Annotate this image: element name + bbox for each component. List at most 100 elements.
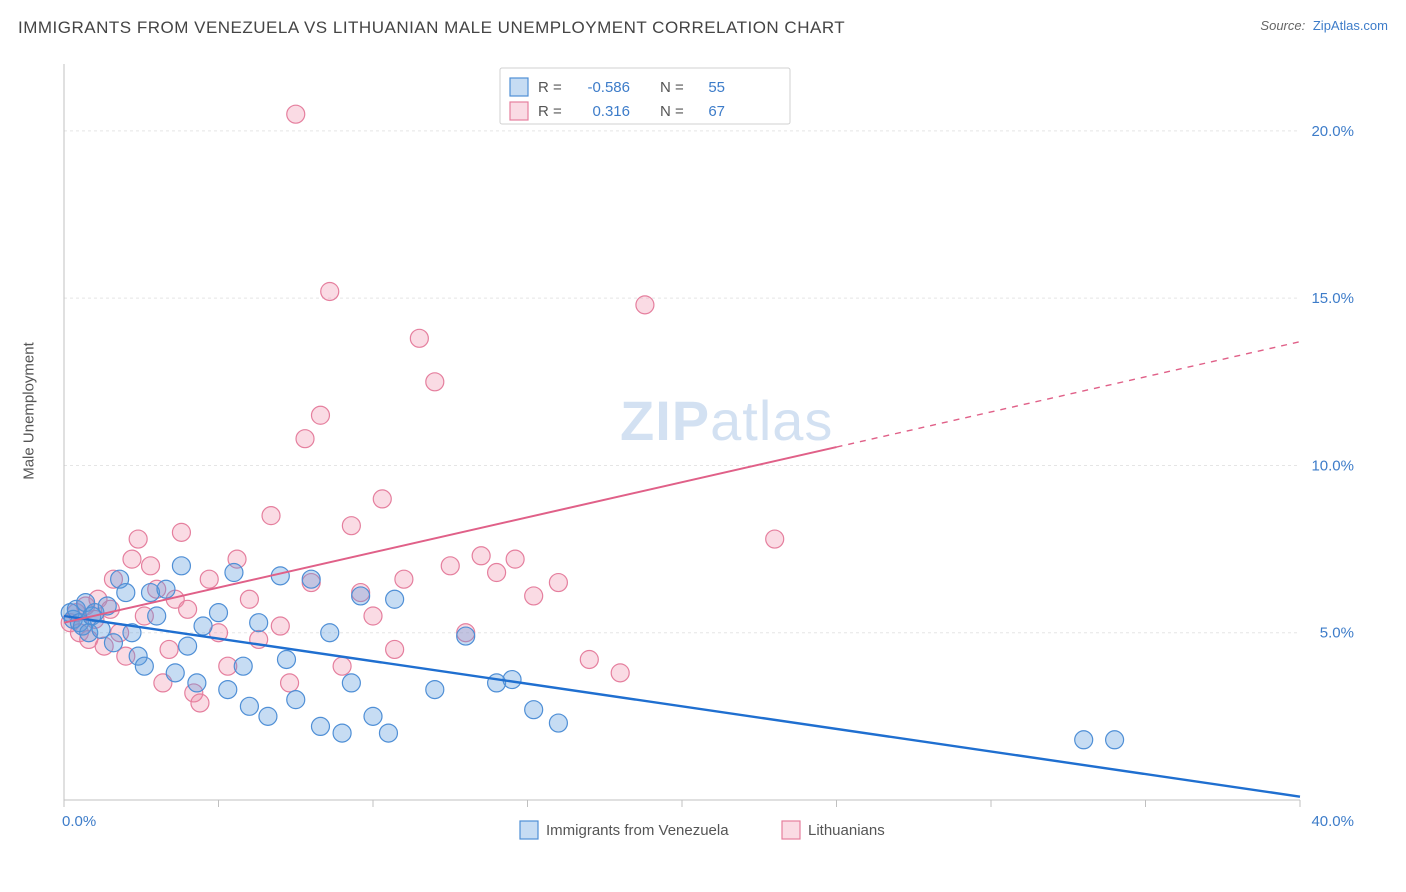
data-point <box>148 607 166 625</box>
data-point <box>240 590 258 608</box>
data-point <box>179 600 197 618</box>
data-point <box>472 547 490 565</box>
data-point <box>160 640 178 658</box>
data-point <box>277 650 295 668</box>
x-tick-label: 0.0% <box>62 813 96 830</box>
legend-n-label: N = <box>660 103 684 120</box>
legend-swatch <box>782 821 800 839</box>
data-point <box>179 637 197 655</box>
data-point <box>287 691 305 709</box>
data-point <box>386 590 404 608</box>
data-point <box>123 550 141 568</box>
data-point <box>225 564 243 582</box>
chart-title: IMMIGRANTS FROM VENEZUELA VS LITHUANIAN … <box>18 18 845 37</box>
legend-n-value: 55 <box>708 79 725 96</box>
data-point <box>142 584 160 602</box>
data-point <box>166 664 184 682</box>
data-point <box>321 624 339 642</box>
legend-r-label: R = <box>538 79 562 96</box>
data-point <box>311 406 329 424</box>
data-point <box>488 674 506 692</box>
series-legend: Immigrants from Venezuela Lithuanians <box>520 821 885 839</box>
legend-swatch <box>510 102 528 120</box>
data-point <box>191 694 209 712</box>
legend-swatch <box>520 821 538 839</box>
data-point <box>488 564 506 582</box>
data-point <box>342 674 360 692</box>
y-axis-label: Male Unemployment <box>21 342 38 480</box>
data-point <box>580 650 598 668</box>
source-link[interactable]: ZipAtlas.com <box>1313 18 1388 33</box>
svg-text:ZIPatlas: ZIPatlas <box>620 389 833 452</box>
y-tick-label: 10.0% <box>1311 457 1354 474</box>
data-point <box>395 570 413 588</box>
data-point <box>250 614 268 632</box>
y-tick-label: 5.0% <box>1320 625 1354 642</box>
watermark: ZIPatlas <box>620 389 833 452</box>
y-axis-label-container: Male Unemployment <box>14 60 44 840</box>
data-point <box>525 587 543 605</box>
data-point <box>129 530 147 548</box>
data-point <box>611 664 629 682</box>
chart-area: 5.0% 10.0% 15.0% 20.0% 0.0% 40.0% ZIPatlas R = -… <box>60 60 1370 840</box>
data-point <box>549 714 567 732</box>
data-point <box>426 681 444 699</box>
data-point <box>410 329 428 347</box>
legend-r-label: R = <box>538 103 562 120</box>
y-tick-label: 15.0% <box>1311 290 1354 307</box>
data-point <box>117 584 135 602</box>
data-point <box>525 701 543 719</box>
data-point <box>549 574 567 592</box>
data-point <box>157 580 175 598</box>
legend-label: Lithuanians <box>808 822 885 839</box>
data-point <box>200 570 218 588</box>
data-point <box>386 640 404 658</box>
data-point <box>426 373 444 391</box>
data-point <box>364 707 382 725</box>
data-point <box>194 617 212 635</box>
data-point <box>364 607 382 625</box>
source-credit: Source: ZipAtlas.com <box>1260 18 1388 33</box>
scatter-chart: 5.0% 10.0% 15.0% 20.0% 0.0% 40.0% ZIPatlas R = -… <box>60 60 1370 840</box>
data-point <box>287 105 305 123</box>
data-point <box>506 550 524 568</box>
data-point <box>172 523 190 541</box>
y-tick-label: 20.0% <box>1311 123 1354 140</box>
stats-legend: R = -0.586 N = 55 R = 0.316 N = 67 <box>500 68 790 124</box>
trendline-lithuanians-extrapolated <box>837 342 1301 447</box>
data-point <box>210 604 228 622</box>
data-point <box>188 674 206 692</box>
data-point <box>636 296 654 314</box>
data-point <box>135 657 153 675</box>
data-point <box>240 697 258 715</box>
data-point <box>1075 731 1093 749</box>
data-point <box>281 674 299 692</box>
data-point <box>259 707 277 725</box>
data-point <box>352 587 370 605</box>
data-point <box>1106 731 1124 749</box>
legend-r-value: 0.316 <box>592 103 630 120</box>
data-point <box>342 517 360 535</box>
legend-n-value: 67 <box>708 103 725 120</box>
data-point <box>104 634 122 652</box>
data-point <box>373 490 391 508</box>
legend-swatch <box>510 78 528 96</box>
legend-label: Immigrants from Venezuela <box>546 822 729 839</box>
data-point <box>379 724 397 742</box>
data-point <box>219 681 237 699</box>
data-point <box>302 570 320 588</box>
legend-n-label: N = <box>660 79 684 96</box>
data-point <box>142 557 160 575</box>
data-point <box>172 557 190 575</box>
legend-r-value: -0.586 <box>587 79 630 96</box>
data-point <box>333 657 351 675</box>
x-tick-label: 40.0% <box>1311 813 1354 830</box>
data-point <box>234 657 252 675</box>
data-point <box>321 282 339 300</box>
data-point <box>296 430 314 448</box>
data-point <box>457 627 475 645</box>
data-point <box>766 530 784 548</box>
data-point <box>262 507 280 525</box>
source-label: Source: <box>1260 18 1305 33</box>
data-point <box>271 617 289 635</box>
